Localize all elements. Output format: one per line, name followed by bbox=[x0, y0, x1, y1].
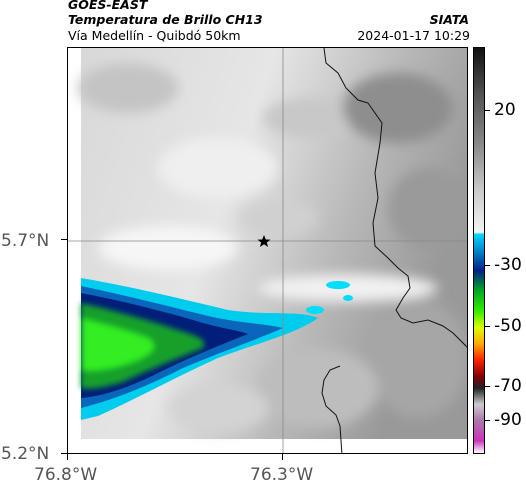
colorbar-label: -90 bbox=[494, 410, 522, 430]
lat-tick bbox=[61, 239, 67, 240]
colorbar-tick bbox=[485, 326, 490, 327]
lon-label-left: 76.8°W bbox=[34, 465, 98, 485]
star-icon[interactable] bbox=[257, 235, 271, 247]
department-border bbox=[323, 48, 467, 348]
colorbar-tick bbox=[485, 110, 490, 111]
lat-tick bbox=[61, 453, 67, 454]
brightness-temperature-map bbox=[68, 48, 467, 453]
region-subtitle: Vía Medellín - Quibdó 50km bbox=[68, 28, 241, 43]
cold-cloud-plume bbox=[81, 278, 353, 420]
lat-label-lower: 5.2°N bbox=[1, 444, 50, 464]
lon-tick bbox=[282, 454, 283, 460]
lat-label-upper: 5.7°N bbox=[1, 231, 50, 251]
lon-tick bbox=[67, 454, 68, 460]
colorbar-label: -70 bbox=[494, 376, 522, 396]
product-title: Temperatura de Brillo CH13 bbox=[68, 12, 263, 27]
department-border bbox=[321, 365, 343, 453]
cloud-fragment bbox=[343, 295, 353, 301]
temperature-colorbar bbox=[473, 47, 485, 454]
org-label: SIATA bbox=[429, 12, 469, 27]
map-panel[interactable] bbox=[67, 47, 468, 454]
cloud-fragment bbox=[326, 281, 350, 289]
satellite-title: GOES-EAST bbox=[68, 0, 148, 12]
colorbar-label: -50 bbox=[494, 316, 522, 336]
cloud-fragment bbox=[306, 306, 324, 314]
colorbar-tick bbox=[485, 420, 490, 421]
colorbar-label: 20 bbox=[494, 100, 516, 120]
colorbar-tick bbox=[485, 386, 490, 387]
colorbar-tick bbox=[485, 265, 490, 266]
colorbar-label: -30 bbox=[494, 255, 522, 275]
timestamp-label: 2024-01-17 10:29 bbox=[357, 28, 470, 43]
lon-label-right: 76.3°W bbox=[250, 465, 314, 485]
cloud-texture bbox=[78, 63, 467, 433]
